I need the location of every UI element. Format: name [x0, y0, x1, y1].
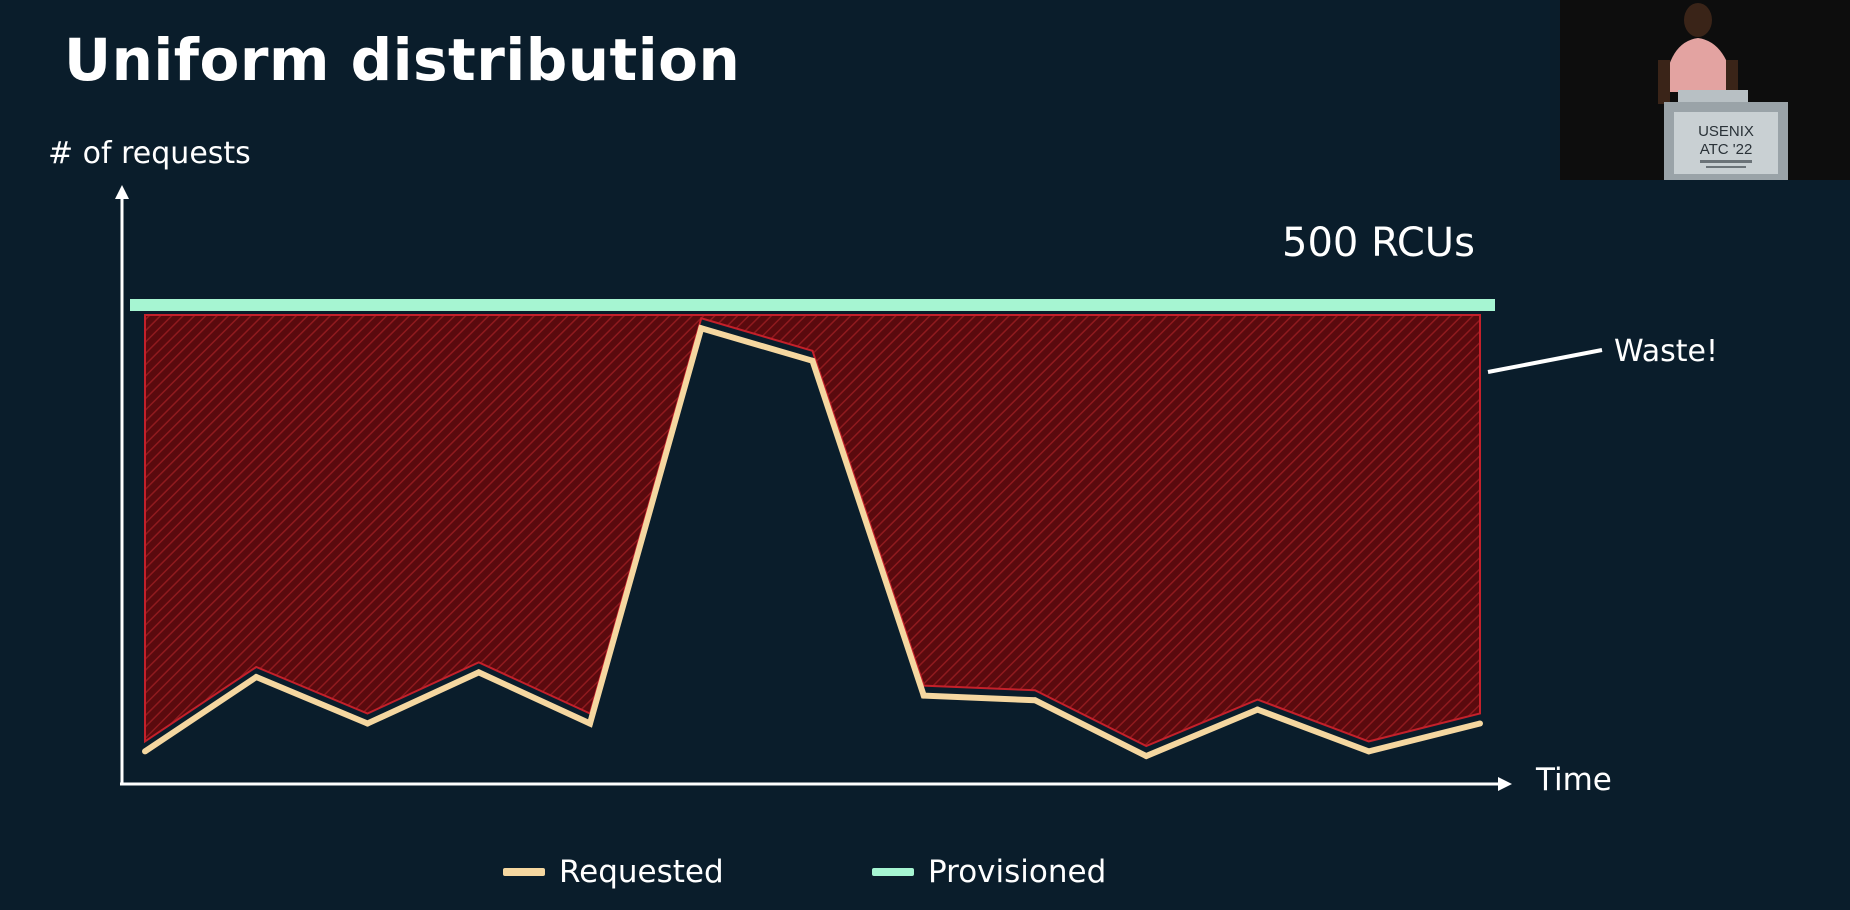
point-requested-1 [253, 674, 260, 680]
point-requested-0 [142, 748, 148, 755]
speaker-head [1684, 3, 1712, 37]
point-requested-9 [1143, 753, 1150, 760]
point-requested-3 [475, 669, 482, 676]
x-axis-label: Time [1536, 762, 1612, 798]
legend-item-requested: Requested [503, 854, 724, 890]
provisioned-annotation: 500 RCUs [1282, 220, 1475, 266]
slide-title: Uniform distribution [64, 26, 741, 94]
legend-swatch-provisioned [872, 868, 914, 876]
legend-swatch-requested [503, 868, 545, 876]
speaker-scene: USENIX ATC '22 [1560, 0, 1850, 180]
speaker-video-inset: USENIX ATC '22 [1560, 0, 1850, 180]
point-requested-4 [587, 720, 593, 727]
legend-label-provisioned: Provisioned [928, 854, 1107, 890]
legend-label-requested: Requested [559, 854, 724, 890]
legend-item-provisioned: Provisioned [872, 854, 1106, 890]
y-axis-label: # of requests [48, 136, 251, 171]
point-requested-10 [1254, 706, 1261, 713]
podium-text-usenix: USENIX [1698, 123, 1754, 140]
point-requested-12 [1477, 720, 1483, 727]
point-requested-2 [364, 720, 371, 727]
point-requested-11 [1365, 748, 1372, 755]
point-requested-6 [809, 357, 816, 364]
point-requested-8 [1032, 697, 1038, 704]
waste-annotation: Waste! [1614, 334, 1719, 369]
podium-text-atc: ATC '22 [1700, 141, 1753, 158]
waste-area [144, 314, 1481, 748]
point-requested-5 [698, 325, 705, 332]
waste-annotation-leader [1487, 348, 1603, 374]
point-requested-7 [920, 692, 927, 699]
speaker-body [1664, 38, 1735, 92]
